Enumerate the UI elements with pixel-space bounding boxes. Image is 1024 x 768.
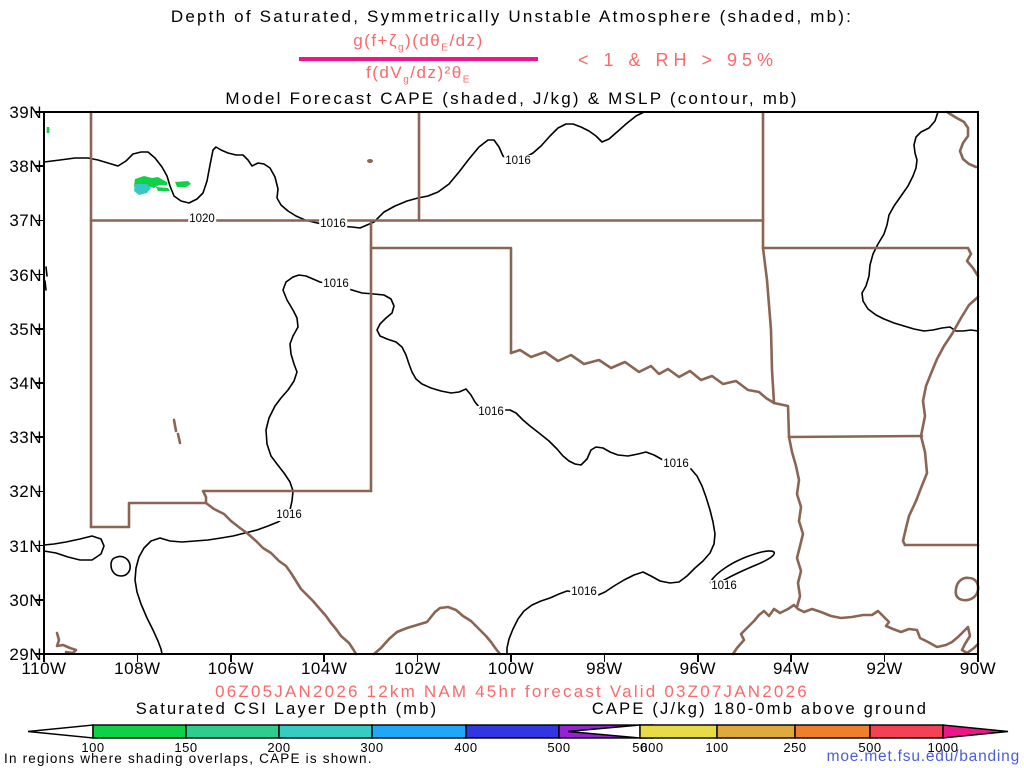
small-lake-dot xyxy=(367,159,373,163)
csi-shading-patches xyxy=(46,127,191,195)
mslp-contours xyxy=(43,111,979,655)
forecast-info-line: 06Z05JAN2026 12km NAM 45hr forecast Vali… xyxy=(215,682,809,701)
colorbar-right-title: CAPE (J/kg) 180-0mb above ground xyxy=(591,700,929,718)
map-frame xyxy=(43,111,979,655)
colorbar-left-title: Saturated CSI Layer Depth (mb) xyxy=(135,700,439,718)
website-link[interactable]: moe.met.fsu.edu/banding xyxy=(826,748,1020,765)
state-borders xyxy=(55,110,980,656)
fraction-bar xyxy=(299,57,538,61)
formula-denominator: f(dVg/dz)²θE xyxy=(366,63,471,86)
colorbars xyxy=(27,724,1009,739)
formula-condition: < 1 & RH > 95% xyxy=(577,50,779,70)
formula-numerator: g(f+ζg)(dθE/dz) xyxy=(353,31,484,54)
page-title: Depth of Saturated, Symmetrically Unstab… xyxy=(170,7,854,26)
overlap-note: In regions where shading overlaps, CAPE … xyxy=(4,751,373,766)
page-subtitle: Model Forecast CAPE (shaded, J/kg) & MSL… xyxy=(225,89,799,108)
